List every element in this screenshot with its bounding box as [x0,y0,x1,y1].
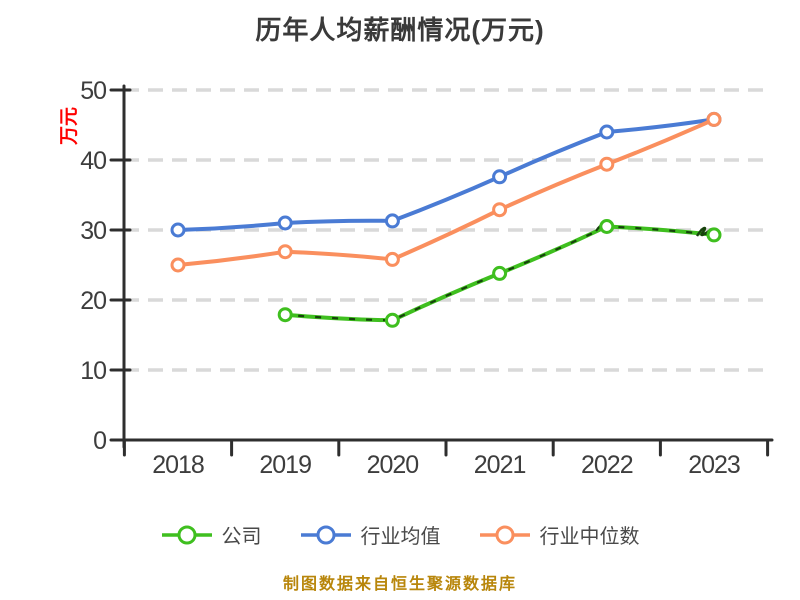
data-point-marker [492,169,508,185]
legend-marker-industry-mean-icon [300,525,351,544]
legend-marker-industry-median-icon [479,525,530,544]
x-tick-label: 2023 [688,451,740,479]
legend-item-industry-median: 行业中位数 [479,520,640,549]
series-line [176,117,716,267]
legend-label-industry-median: 行业中位数 [539,526,640,548]
y-tick-label: 40 [80,147,106,175]
y-tick-label: 20 [80,287,106,315]
legend-label-company: 公司 [221,526,262,548]
data-point-marker [277,307,293,323]
data-point-marker [384,213,400,229]
y-tick-label: 50 [80,77,106,105]
axes: 0 10 20 30 40 50 2018 2019 2020 2021 2022 2023 [80,77,774,479]
data-point-marker [599,219,615,234]
data-point-marker [277,215,293,231]
data-point-marker [170,257,186,273]
data-point-marker [277,244,293,260]
legend-item-industry-mean: 行业均值 [300,520,441,549]
series-行业中位数 [170,111,722,273]
series-公司 [277,219,722,328]
x-tick-label: 2021 [474,451,526,479]
data-point-marker [492,265,508,281]
data-point-marker [170,222,186,238]
data-point-marker [706,227,722,243]
legend-item-company: 公司 [161,520,262,549]
x-tick-label: 2020 [367,451,419,479]
y-tick-label: 10 [80,357,106,385]
sketch-artifact [695,226,712,237]
legend-label-industry-mean: 行业均值 [360,526,441,548]
x-tick-label: 2018 [152,451,204,479]
series-行业均值 [170,111,722,238]
x-tick-label: 2019 [259,451,311,479]
data-point-marker [706,111,722,127]
legend: 公司 行业均值 行业中位数 [0,520,800,549]
x-tick-label: 2022 [581,451,633,479]
data-point-marker [492,202,508,218]
chart-title: 历年人均薪酬情况(万元) [255,15,545,45]
data-point-marker [599,156,615,172]
data-point-marker [599,124,615,140]
legend-marker-company-icon [161,525,212,544]
data-point-marker [384,312,400,328]
series-line [176,117,716,232]
data-point-marker [384,251,400,267]
y-tick-label: 30 [80,217,106,245]
sketch-dash-overlay [285,225,715,322]
y-tick-label: 0 [93,427,106,455]
data-source-caption: 制图数据来自恒生聚源数据库 [282,576,517,593]
